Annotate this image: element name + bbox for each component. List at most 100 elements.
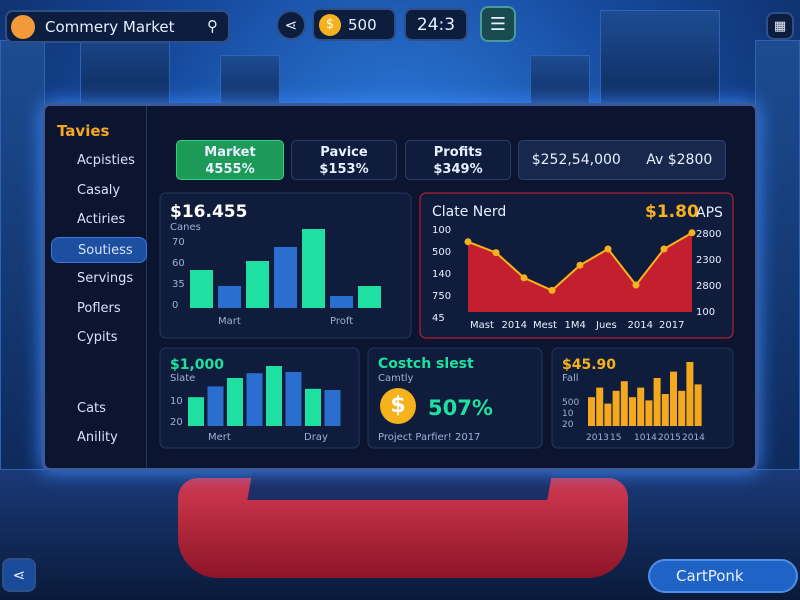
label: 140 (432, 269, 451, 280)
balance-right: Av $2800 (646, 151, 713, 168)
avatar (11, 15, 35, 39)
label: $16.455 (170, 202, 247, 222)
label: 70 (172, 237, 185, 248)
footer-label: CartPonk (676, 567, 744, 585)
label: Canes (170, 222, 201, 233)
bar (686, 362, 694, 426)
label: 10 (562, 409, 574, 419)
label: 2300 (696, 255, 721, 266)
label: Mert (208, 432, 231, 443)
label: 0 (172, 300, 178, 311)
stat-card[interactable]: Pavice $153% (291, 140, 397, 180)
kpi-icon: $ (380, 388, 416, 424)
search-icon: ⚲ (207, 17, 218, 35)
coins: 500 (348, 15, 377, 34)
label: 2014 (502, 320, 527, 331)
coin-counter[interactable]: $ 500 (312, 8, 396, 41)
label: 2014 (628, 320, 653, 331)
bar (670, 371, 677, 426)
bar (190, 270, 213, 308)
bar (653, 378, 661, 426)
bar (274, 247, 297, 308)
label: 60 (172, 258, 185, 269)
point (520, 274, 528, 282)
label: 500 (562, 398, 579, 408)
stat-card[interactable]: Market 4555% (176, 140, 284, 180)
bar (266, 366, 282, 426)
point (688, 229, 696, 237)
sidebar: Tavies Acpisties Casaly Actiries Soutiess Se… (45, 106, 147, 468)
bar (218, 286, 241, 308)
label: 45 (432, 313, 445, 324)
stat-label: Market (204, 145, 256, 160)
bar (330, 296, 353, 308)
coin-icon: $ (319, 14, 341, 36)
point (632, 281, 640, 289)
sidebar-item[interactable]: Soutiess (51, 236, 147, 263)
bar (246, 373, 263, 426)
bar (285, 372, 302, 426)
label: 100 (696, 307, 715, 318)
menu-button[interactable]: ☰ (480, 6, 516, 42)
label: 2017 (659, 320, 684, 331)
label: 10 (170, 396, 183, 407)
label: 2015 (658, 433, 681, 443)
panel (367, 347, 543, 449)
bar (305, 388, 321, 426)
share-button[interactable]: ⋖ (276, 10, 306, 40)
label: APS (696, 205, 723, 221)
label: 1M4 (565, 320, 586, 331)
building (0, 40, 45, 470)
sidebar-item[interactable]: Cypits (77, 330, 118, 345)
bar (694, 384, 702, 426)
point (604, 245, 612, 253)
share-fab[interactable]: ⋖ (2, 558, 36, 592)
label: Slate (170, 373, 195, 384)
bar (227, 378, 243, 426)
sidebar-item[interactable]: Anility (77, 430, 118, 445)
sidebar-item[interactable]: Actiries (77, 212, 126, 227)
search-title: Commery Market (45, 17, 175, 36)
sidebar-item[interactable]: Servings (77, 271, 134, 286)
label: 20 (562, 420, 574, 430)
stat-value: 4555% (205, 162, 255, 177)
balance-card: $252,54,000 Av $2800 (518, 140, 726, 180)
label: 20 (170, 417, 183, 428)
label: 2800 (696, 281, 721, 292)
sidebar-item[interactable]: Acpisties (77, 153, 135, 168)
stat-label: Pavice (320, 145, 368, 160)
bar (678, 390, 686, 426)
bar (661, 394, 669, 426)
label: Project Parfier! 2017 (378, 432, 480, 443)
footer-button[interactable]: CartPonk (648, 559, 798, 593)
label: Jues (595, 320, 617, 331)
label: 2014 (682, 433, 705, 443)
sidebar-item[interactable]: Casaly (77, 182, 121, 198)
grid-button[interactable]: ▦ (766, 12, 794, 40)
label: 500 (432, 247, 451, 258)
label: Costch slest (378, 356, 474, 372)
bar (637, 387, 645, 426)
bar (588, 397, 595, 426)
bar (645, 400, 653, 426)
point (660, 245, 668, 253)
balance-left: $252,54,000 (531, 151, 621, 168)
bar (302, 229, 325, 308)
label: 15 (610, 433, 621, 443)
bar (188, 397, 204, 426)
stat-card[interactable]: Profits $349% (405, 140, 511, 180)
label: $45.90 (562, 357, 616, 373)
area (468, 232, 692, 312)
label: 507% (428, 396, 493, 420)
point (464, 238, 472, 246)
sidebar-item[interactable]: Poflers (77, 300, 121, 316)
label: Clate Nerd (432, 204, 506, 220)
label: 35 (172, 279, 185, 290)
search-bar[interactable]: Commery Market ⚲ (5, 10, 230, 43)
label: Camtly (378, 373, 414, 384)
bar (620, 381, 628, 426)
label: 100 (432, 225, 451, 236)
sidebar-item[interactable]: Cats (77, 401, 106, 416)
